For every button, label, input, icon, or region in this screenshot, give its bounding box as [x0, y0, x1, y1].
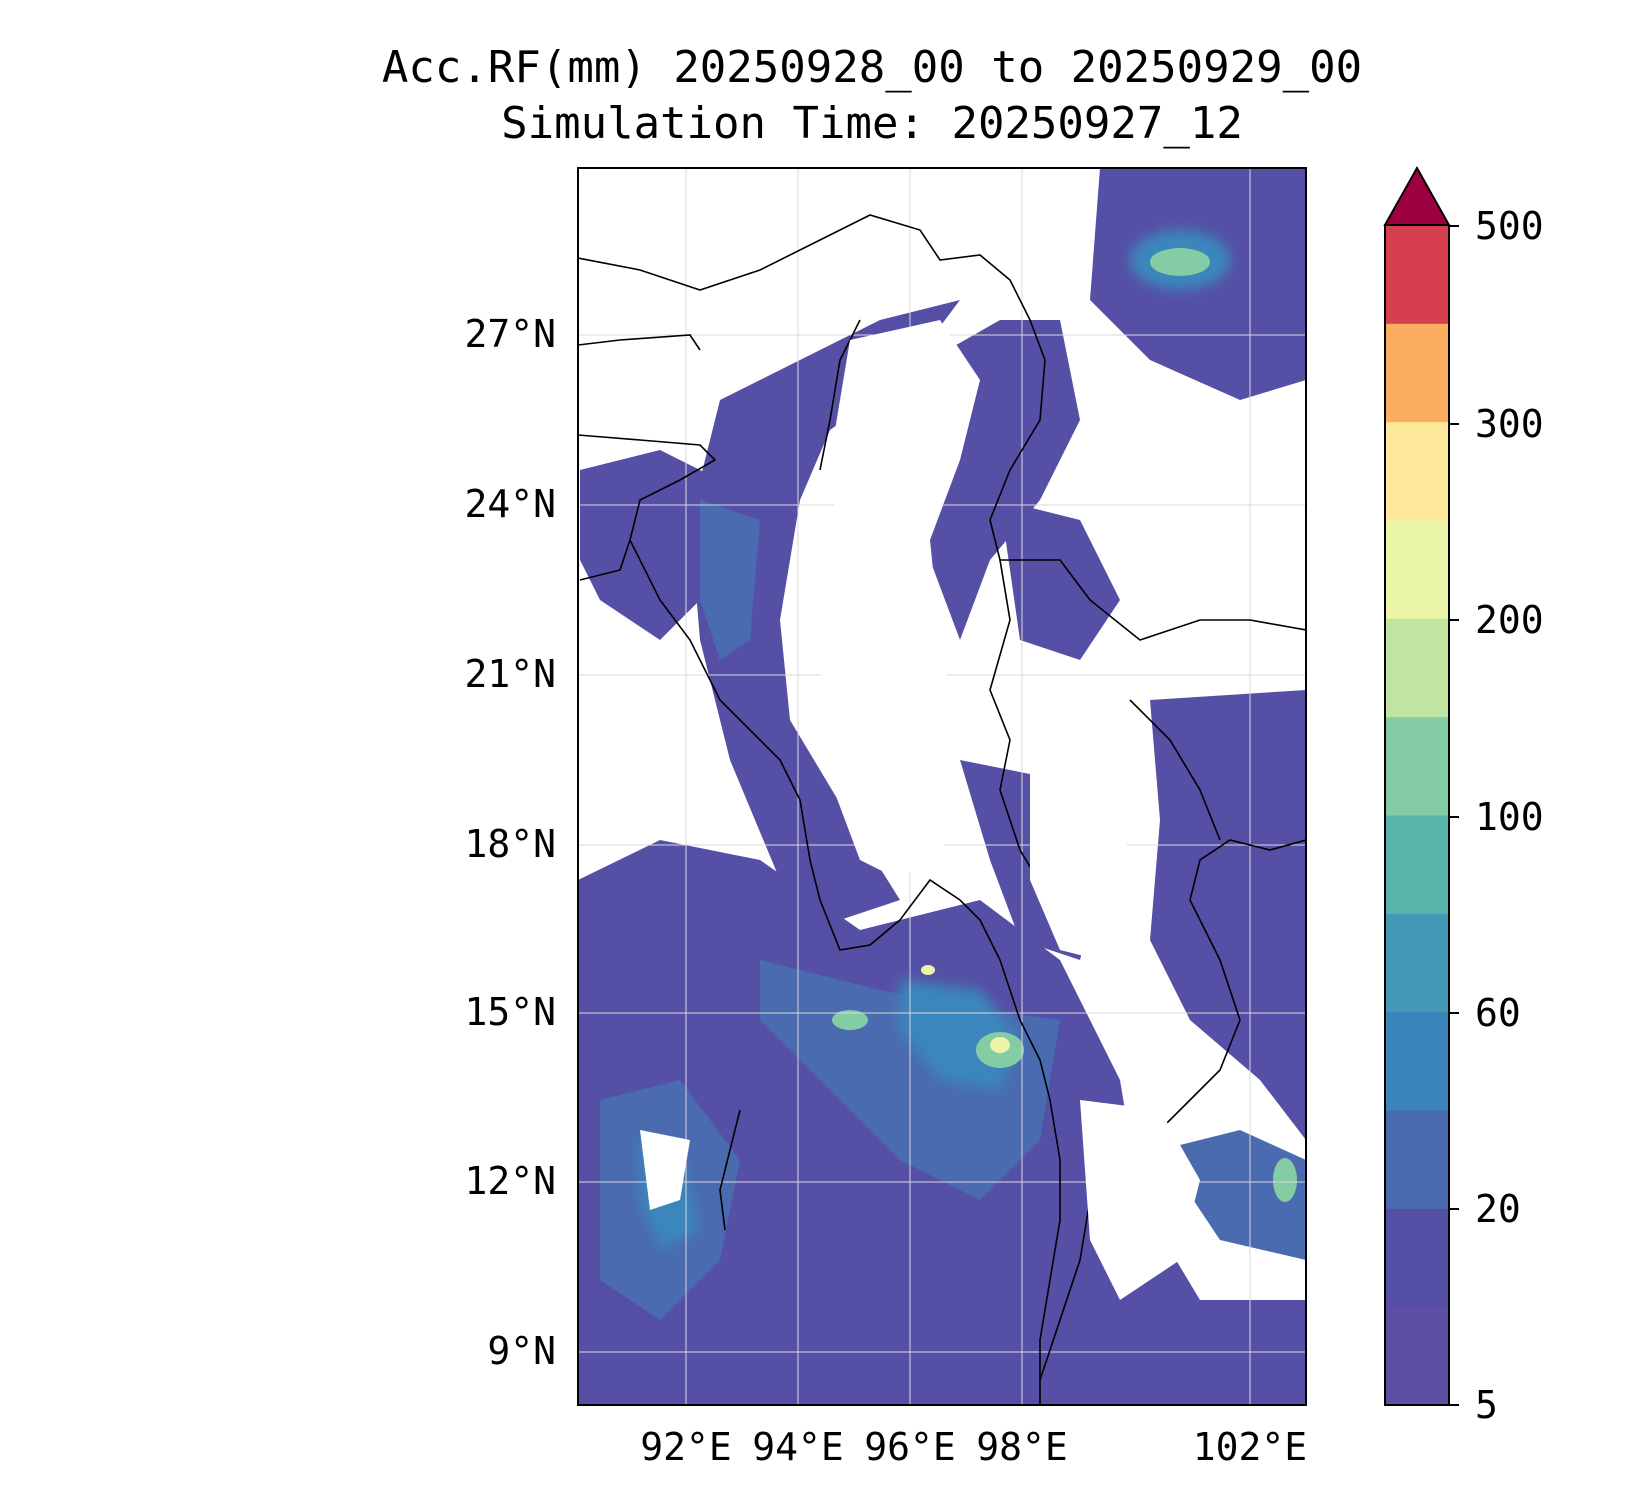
latitude-axis: 27°N 24°N 21°N 18°N 15°N 12°N 9°N [464, 312, 556, 1373]
lat-tick-24: 24°N [464, 482, 556, 526]
lat-tick-21: 21°N [464, 652, 556, 696]
cbar-label-100: 100 [1475, 795, 1544, 839]
colorbar-band [1385, 225, 1449, 324]
rain-extreme [921, 965, 1010, 1053]
colorbar-band [1385, 1011, 1449, 1111]
colorbar-ticks [1449, 225, 1459, 1406]
dry-areas [640, 320, 1200, 1300]
rainfall-field [578, 168, 1306, 1405]
colorbar-band [1385, 1208, 1449, 1308]
cbar-label-500: 500 [1475, 204, 1544, 248]
map-title-line-2: Simulation Time: 20250927_12 [501, 98, 1243, 149]
colorbar-band [1385, 520, 1449, 619]
colorbar-band [1385, 618, 1449, 718]
cbar-label-200: 200 [1475, 598, 1544, 642]
coastlines-and-borders [578, 214, 1306, 1405]
lat-tick-15: 15°N [464, 990, 556, 1034]
colorbar-bands [1385, 225, 1449, 1406]
lat-tick-27: 27°N [464, 312, 556, 356]
colorbar-band [1385, 421, 1449, 521]
colorbar-extend-arrow [1383, 165, 1451, 226]
lat-tick-9: 9°N [487, 1329, 556, 1373]
cbar-label-60: 60 [1475, 991, 1521, 1035]
colorbar-band [1385, 815, 1449, 914]
lon-tick-92: 92°E [640, 1425, 732, 1469]
longitude-axis: 92°E 94°E 96°E 98°E 102°E [640, 1425, 1307, 1469]
map-title-line-1: Acc.RF(mm) 20250928_00 to 20250929_00 [381, 42, 1363, 93]
colorbar: 500 300 200 100 60 20 5 [1383, 165, 1544, 1427]
colorbar-band [1385, 913, 1449, 1013]
colorbar-band [1385, 1306, 1449, 1406]
lat-tick-18: 18°N [464, 822, 556, 866]
colorbar-band [1385, 716, 1449, 816]
map-frame [577, 167, 1307, 1406]
colorbar-band [1385, 1110, 1449, 1209]
cbar-label-300: 300 [1475, 402, 1544, 446]
colorbar-frame [1384, 224, 1450, 1406]
cbar-label-5: 5 [1475, 1383, 1498, 1427]
colorbar-band [1385, 323, 1449, 423]
lon-tick-94: 94°E [752, 1425, 844, 1469]
lon-tick-98: 98°E [976, 1425, 1068, 1469]
lat-tick-12: 12°N [464, 1159, 556, 1203]
cbar-label-20: 20 [1475, 1187, 1521, 1231]
lon-tick-102: 102°E [1193, 1425, 1307, 1469]
lon-tick-96: 96°E [864, 1425, 956, 1469]
